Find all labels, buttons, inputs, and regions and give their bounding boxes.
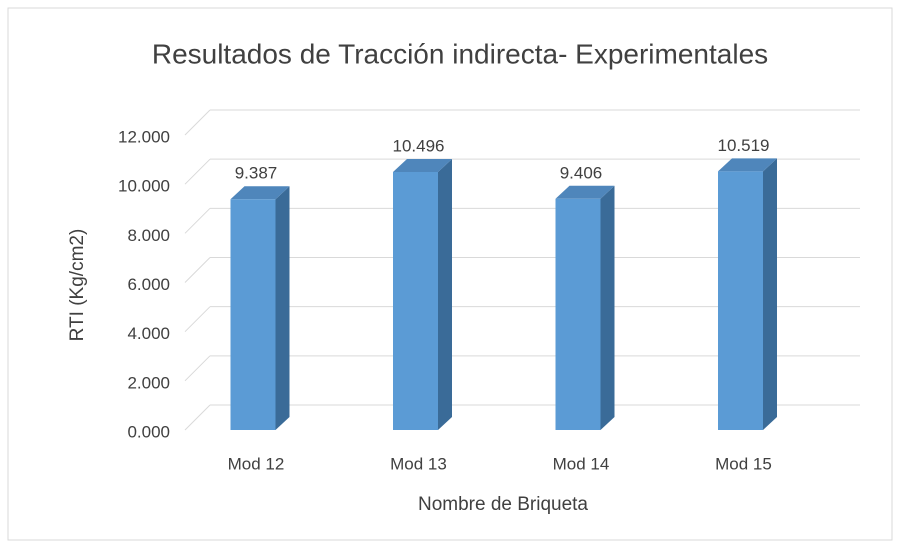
bar-front [393, 171, 438, 430]
y-tick-label: 8.000 [127, 226, 170, 245]
bar-side [275, 186, 290, 430]
y-tick-label: 4.000 [127, 324, 170, 343]
bar-front [555, 198, 601, 430]
value-label: 9.387 [235, 164, 278, 183]
y-tick-label: 10.000 [118, 177, 170, 196]
x-axis-title: Nombre de Briqueta [418, 494, 588, 515]
bar [718, 158, 777, 431]
bar-side [438, 158, 452, 430]
bar [230, 186, 290, 430]
y-tick-label: 2.000 [127, 373, 170, 392]
y-tick-label: 0.000 [127, 422, 170, 441]
value-label: 10.496 [393, 136, 445, 155]
grid-line [184, 158, 211, 185]
grid-line [184, 109, 211, 136]
bar-top [393, 158, 452, 172]
bar-top [230, 186, 290, 200]
x-tick-label: Mod 14 [553, 454, 610, 473]
y-tick-label: 6.000 [127, 275, 170, 294]
value-label: 10.519 [718, 136, 770, 155]
bar-top [555, 185, 615, 199]
grid-line [184, 257, 211, 283]
chart-title: Resultados de Tracción indirecta- Experi… [152, 38, 768, 69]
bar-side [600, 185, 615, 430]
grid-line [184, 207, 211, 234]
grid-line [184, 306, 211, 333]
grid-line [184, 355, 211, 382]
bar-front [230, 199, 276, 430]
x-tick-label: Mod 13 [390, 454, 447, 473]
x-tick-label: Mod 12 [228, 454, 285, 473]
bar [393, 158, 452, 430]
x-tick-label: Mod 15 [715, 454, 772, 473]
y-tick-label: 12.000 [118, 127, 170, 146]
y-axis-title: RTI (Kg/cm2) [67, 229, 88, 342]
bar [555, 185, 615, 430]
grid-line [184, 404, 211, 431]
value-label: 9.406 [560, 163, 603, 182]
bar-front [718, 171, 763, 431]
bar-top [718, 158, 777, 172]
bar-side [763, 158, 777, 431]
